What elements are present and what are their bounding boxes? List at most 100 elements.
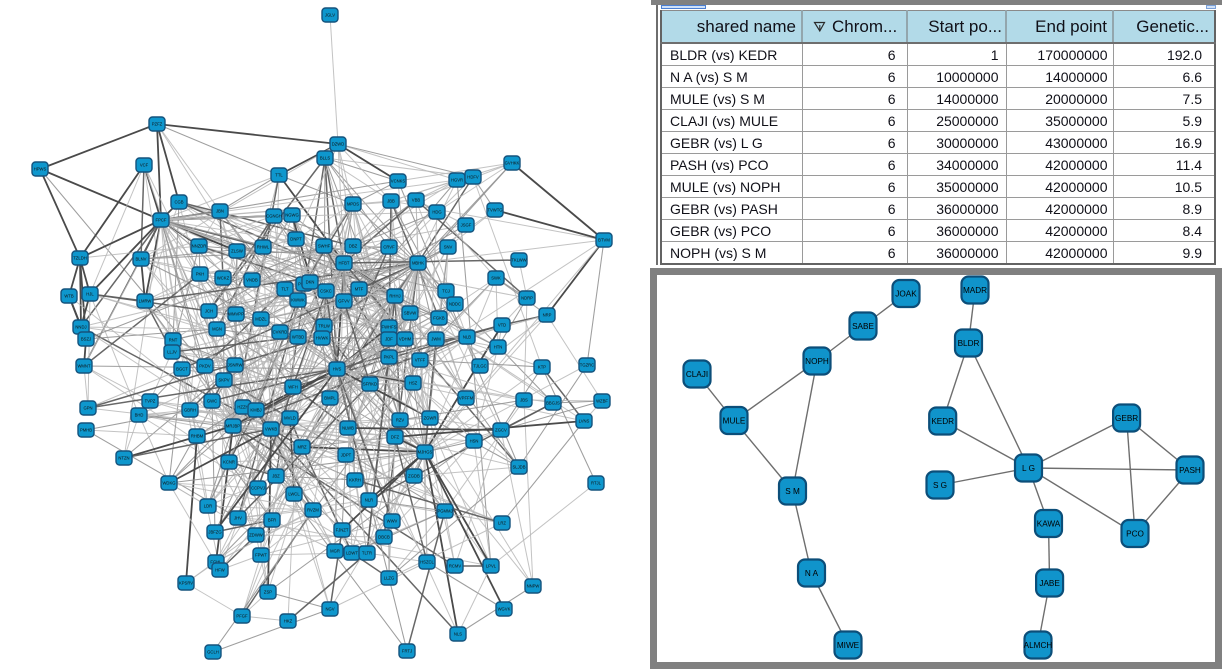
svg-text:PASH: PASH bbox=[1179, 466, 1201, 475]
svg-text:PZFZ: PZFZ bbox=[152, 122, 163, 127]
svg-text:WDKG: WDKG bbox=[162, 481, 175, 486]
svg-text:LRZ: LRZ bbox=[498, 521, 506, 526]
svg-text:VBB: VBB bbox=[412, 198, 421, 203]
svg-text:LVNS: LVNS bbox=[579, 419, 590, 424]
svg-text:BGCT: BGCT bbox=[176, 367, 188, 372]
svg-text:HDFV: HDFV bbox=[467, 175, 479, 180]
svg-text:ALMCH: ALMCH bbox=[1024, 641, 1053, 650]
svg-text:HZZH: HZZH bbox=[237, 405, 248, 410]
svg-text:VCNKS: VCNKS bbox=[391, 179, 406, 184]
svg-text:TZLDH: TZLDH bbox=[73, 256, 87, 261]
svg-text:RTJL: RTJL bbox=[591, 481, 602, 486]
svg-text:BTVM: BTVM bbox=[598, 238, 610, 243]
svg-text:FWHFS: FWHFS bbox=[382, 325, 397, 330]
svg-text:JDF: JDF bbox=[385, 337, 393, 342]
svg-text:MBHK: MBHK bbox=[412, 261, 424, 266]
svg-text:WTBD: WTBD bbox=[292, 335, 304, 340]
svg-text:JWM: JWM bbox=[431, 337, 441, 342]
svg-text:JSNRW: JSNRW bbox=[228, 363, 243, 368]
svg-text:MGN: MGN bbox=[212, 327, 222, 332]
svg-text:JBB: JBB bbox=[387, 199, 395, 204]
svg-text:JOAK: JOAK bbox=[895, 290, 917, 299]
svg-text:ZGWR: ZGWR bbox=[424, 416, 437, 421]
svg-text:PKDV: PKDV bbox=[199, 364, 211, 369]
svg-text:WTB: WTB bbox=[64, 294, 74, 299]
svg-text:NOPH: NOPH bbox=[805, 357, 829, 366]
svg-text:CGB: CGB bbox=[174, 200, 183, 205]
svg-text:JCH: JCH bbox=[205, 309, 213, 314]
svg-text:TRLW: TRLW bbox=[318, 324, 330, 329]
svg-text:DBZ: DBZ bbox=[349, 244, 358, 249]
svg-text:NDRP: NDRP bbox=[521, 296, 533, 301]
svg-text:SBVW: SBVW bbox=[404, 311, 416, 316]
svg-text:N A: N A bbox=[805, 569, 819, 578]
svg-text:BLNV: BLNV bbox=[136, 257, 147, 262]
svg-text:PFGF: PFGF bbox=[236, 614, 248, 619]
svg-text:MPDS: MPDS bbox=[347, 202, 359, 207]
svg-text:KKRH: KKRH bbox=[349, 478, 361, 483]
svg-text:DBCB: DBCB bbox=[378, 535, 390, 540]
svg-text:RHHJ: RHHJ bbox=[389, 294, 400, 299]
svg-text:CVKRD: CVKRD bbox=[273, 330, 288, 335]
svg-text:MULE: MULE bbox=[723, 417, 746, 426]
svg-text:WFH: WFH bbox=[288, 385, 298, 390]
svg-text:MADR: MADR bbox=[963, 286, 987, 295]
svg-text:HSN: HSN bbox=[470, 439, 479, 444]
svg-text:HVS: HVS bbox=[333, 367, 342, 372]
svg-text:DKN: DKN bbox=[306, 280, 315, 285]
svg-text:TJLGC: TJLGC bbox=[473, 364, 486, 369]
svg-text:BLLS: BLLS bbox=[320, 156, 330, 161]
svg-text:SFRKD: SFRKD bbox=[363, 382, 377, 387]
svg-text:JGLV: JGLV bbox=[325, 13, 335, 18]
svg-text:VCF: VCF bbox=[140, 163, 149, 168]
svg-text:TTL: TTL bbox=[275, 173, 283, 178]
svg-text:L G: L G bbox=[1022, 464, 1035, 473]
svg-text:SABE: SABE bbox=[852, 322, 874, 331]
svg-text:NNPW: NNPW bbox=[527, 584, 540, 589]
svg-text:DZWD: DZWD bbox=[332, 142, 345, 147]
svg-text:FPWT: FPWT bbox=[255, 553, 267, 558]
svg-text:NRP: NRP bbox=[543, 313, 552, 318]
svg-text:HGVR: HGVR bbox=[451, 178, 463, 183]
svg-text:TCJ: TCJ bbox=[442, 289, 450, 294]
svg-text:SKPV: SKPV bbox=[218, 378, 229, 383]
svg-text:JBZ: JBZ bbox=[272, 474, 280, 479]
svg-text:SNV: SNV bbox=[444, 245, 453, 250]
svg-text:LLZG: LLZG bbox=[384, 576, 394, 581]
svg-text:MVLD: MVLD bbox=[284, 416, 296, 421]
svg-text:VWKB: VWKB bbox=[265, 427, 278, 432]
svg-text:CGNGH: CGNGH bbox=[266, 214, 282, 219]
svg-text:HSZ: HSZ bbox=[409, 381, 418, 386]
svg-text:KWWK: KWWK bbox=[291, 298, 305, 303]
svg-text:NGWG: NGWG bbox=[285, 213, 299, 218]
svg-text:ZLSW: ZLSW bbox=[231, 249, 243, 254]
svg-text:TVPZ: TVPZ bbox=[145, 399, 156, 404]
svg-text:HKZ: HKZ bbox=[284, 619, 293, 624]
svg-text:GFVV: GFVV bbox=[338, 299, 350, 304]
svg-text:CRVF: CRVF bbox=[383, 245, 395, 250]
svg-text:VTD: VTD bbox=[498, 323, 506, 328]
svg-text:CCPVJ: CCPVJ bbox=[251, 486, 265, 491]
svg-text:NLB: NLB bbox=[463, 335, 471, 340]
svg-text:PKPL: PKPL bbox=[384, 355, 395, 360]
svg-text:KPSRV: KPSRV bbox=[179, 581, 193, 586]
svg-text:HTN: HTN bbox=[494, 345, 503, 350]
svg-text:JABE: JABE bbox=[1039, 579, 1060, 588]
svg-text:JBN: JBN bbox=[216, 209, 224, 214]
svg-text:HPWS: HPWS bbox=[34, 167, 47, 172]
svg-text:RCMV: RCMV bbox=[449, 564, 462, 569]
svg-text:WMVPP: WMVPP bbox=[228, 312, 244, 317]
svg-text:RZV: RZV bbox=[396, 418, 405, 423]
svg-text:TLTR: TLTR bbox=[362, 551, 372, 556]
svg-text:HSZCL: HSZCL bbox=[420, 560, 434, 565]
svg-text:BBGJS: BBGJS bbox=[546, 401, 560, 406]
svg-text:WGVK: WGVK bbox=[498, 607, 511, 612]
svg-text:NLR: NLR bbox=[365, 498, 373, 503]
svg-text:BSZJ: BSZJ bbox=[81, 337, 91, 342]
svg-text:MGR: MGR bbox=[330, 549, 340, 554]
svg-text:DFZ: DFZ bbox=[391, 435, 400, 440]
svg-text:FGKB: FGKB bbox=[433, 316, 445, 321]
svg-text:JHV: JHV bbox=[234, 516, 242, 521]
svg-text:MRZ: MRZ bbox=[297, 445, 307, 450]
svg-text:LWCL: LWCL bbox=[288, 492, 300, 497]
